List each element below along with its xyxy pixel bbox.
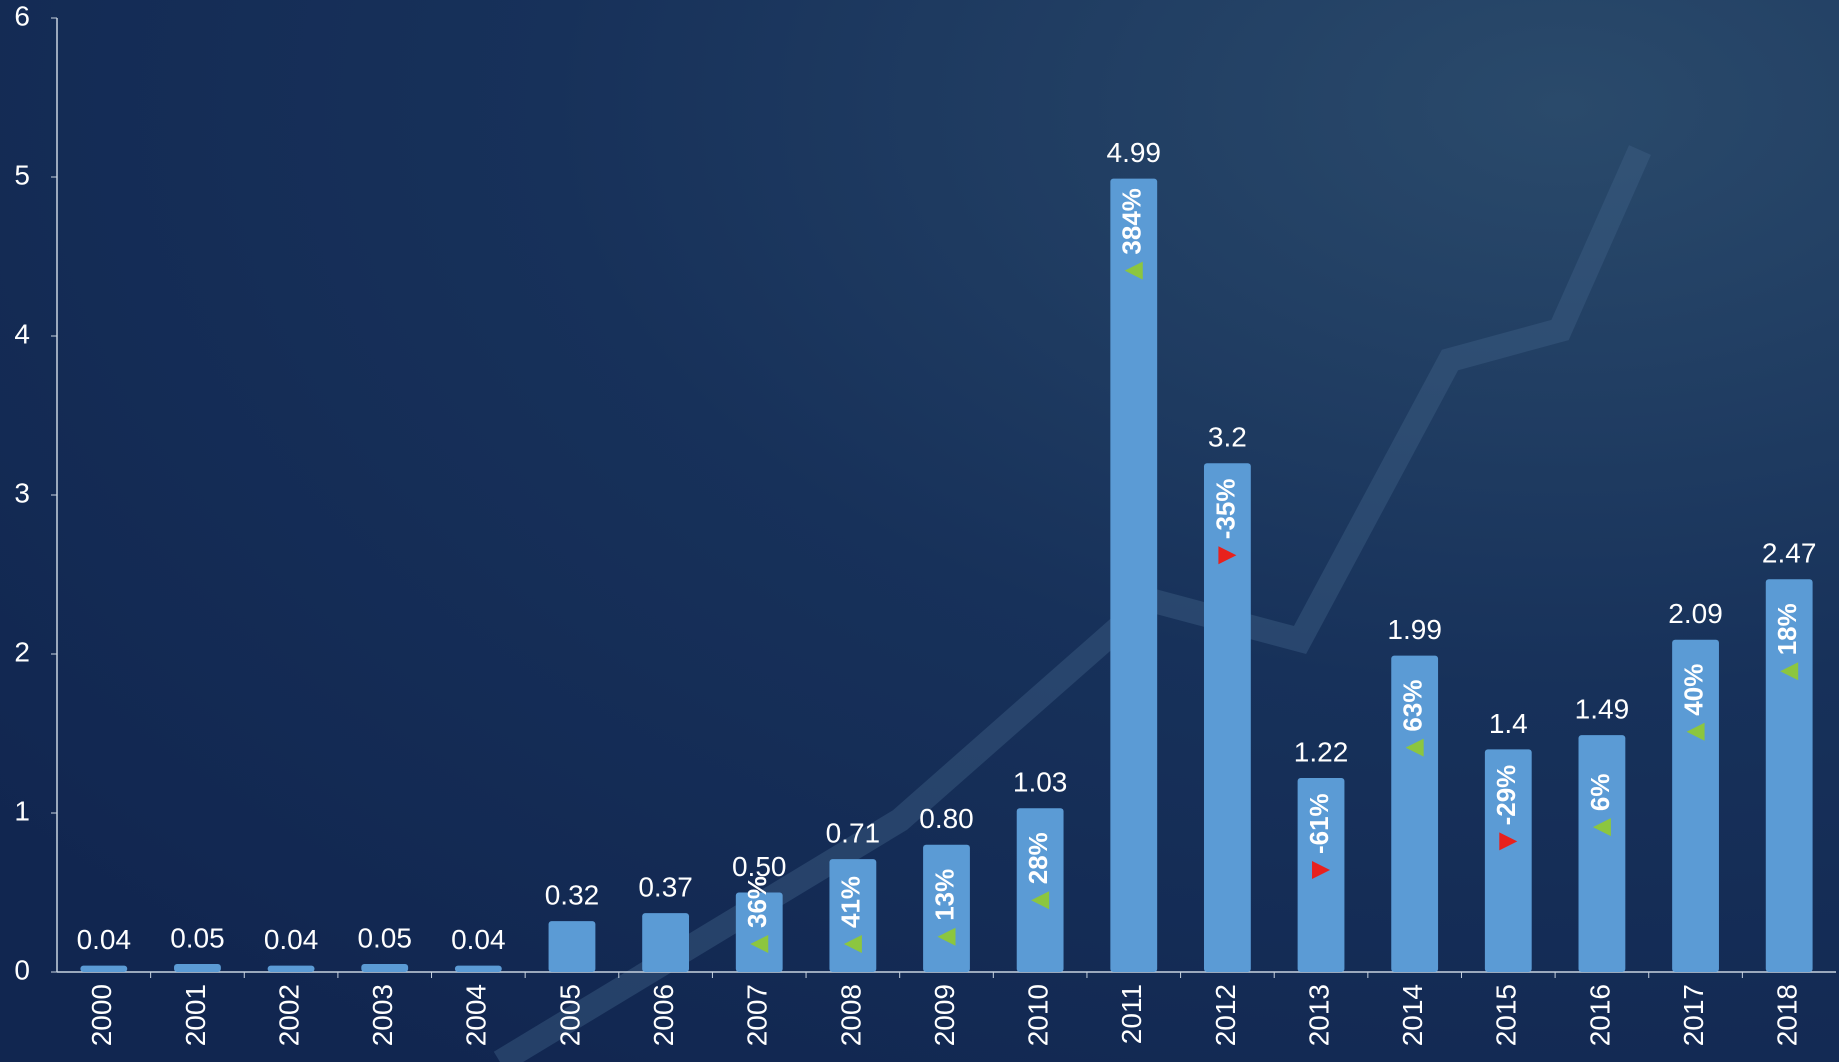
value-label: 1.22 xyxy=(1294,736,1349,767)
up-arrow xyxy=(937,927,956,946)
bar xyxy=(174,964,221,972)
bar xyxy=(361,964,409,972)
value-label: 0.05 xyxy=(170,922,225,953)
value-label: 0.05 xyxy=(357,922,412,953)
x-tick-label: 2009 xyxy=(929,984,960,1046)
bar xyxy=(548,921,596,972)
value-label: 0.04 xyxy=(264,924,319,955)
value-label: 1.99 xyxy=(1387,614,1442,645)
change-label: 63% xyxy=(1398,680,1428,732)
change-label: 40% xyxy=(1678,664,1708,716)
x-tick-label: 2001 xyxy=(180,984,211,1046)
x-tick-label: 2011 xyxy=(1116,984,1147,1044)
change-label: 41% xyxy=(836,876,866,928)
bar xyxy=(454,965,502,972)
change-label: -61% xyxy=(1304,793,1334,854)
x-tick-label: 2014 xyxy=(1397,984,1428,1046)
x-tick-label: 2006 xyxy=(648,984,679,1046)
down-arrow xyxy=(1218,546,1237,565)
down-arrow xyxy=(1499,832,1518,851)
value-label: 4.99 xyxy=(1107,137,1162,168)
x-tick-label: 2008 xyxy=(835,984,866,1046)
x-tick-label: 2012 xyxy=(1210,984,1241,1046)
value-label: 0.32 xyxy=(545,880,600,911)
bar xyxy=(923,844,970,972)
x-tick-label: 2018 xyxy=(1772,984,1803,1046)
value-label: 0.50 xyxy=(732,851,787,882)
x-tick-label: 2007 xyxy=(742,984,773,1046)
value-label: 1.49 xyxy=(1575,693,1630,724)
bar xyxy=(735,892,783,972)
decor-arrow xyxy=(493,145,1651,1062)
value-label: 2.47 xyxy=(1762,538,1817,569)
value-label: 0.71 xyxy=(826,818,881,849)
y-tick-label: 0 xyxy=(14,954,30,985)
y-tick-label: 4 xyxy=(14,318,30,349)
value-label: 0.80 xyxy=(919,803,974,834)
x-tick-label: 2000 xyxy=(86,984,117,1046)
bar xyxy=(267,965,315,972)
change-label: -35% xyxy=(1210,478,1240,539)
bar xyxy=(80,965,128,972)
x-tick-label: 2015 xyxy=(1491,984,1522,1046)
bar xyxy=(1484,749,1532,972)
bar xyxy=(1672,639,1719,972)
change-label: 36% xyxy=(742,876,772,928)
x-tick-label: 2013 xyxy=(1303,984,1334,1046)
value-label: 0.37 xyxy=(638,872,693,903)
value-label: 0.04 xyxy=(451,924,506,955)
y-tick-label: 6 xyxy=(14,0,30,31)
x-tick-label: 2002 xyxy=(273,984,304,1046)
y-tick-label: 2 xyxy=(14,636,30,667)
bar xyxy=(1297,778,1345,972)
value-label: 1.4 xyxy=(1489,708,1528,739)
x-tick-label: 2004 xyxy=(461,984,492,1046)
bar xyxy=(1203,463,1251,972)
x-tick-label: 2017 xyxy=(1678,984,1709,1046)
change-label: 13% xyxy=(929,869,959,921)
up-arrow xyxy=(843,935,862,953)
up-arrow xyxy=(1405,738,1424,757)
x-tick-label: 2003 xyxy=(367,984,398,1046)
down-arrow xyxy=(1312,861,1331,880)
bar xyxy=(1765,579,1813,972)
change-label: 18% xyxy=(1772,603,1802,655)
bar xyxy=(1016,808,1064,972)
up-arrow xyxy=(1124,261,1143,280)
value-label: 1.03 xyxy=(1013,767,1068,798)
bar xyxy=(829,859,877,972)
value-label: 2.09 xyxy=(1668,598,1723,629)
bar xyxy=(1578,735,1626,972)
up-arrow xyxy=(1031,891,1050,910)
value-label: 3.2 xyxy=(1208,422,1247,453)
up-arrow xyxy=(1592,818,1611,837)
x-tick-label: 2016 xyxy=(1584,984,1615,1046)
y-tick-label: 3 xyxy=(14,477,30,508)
up-arrow xyxy=(750,935,769,953)
x-tick-label: 2010 xyxy=(1023,984,1054,1046)
change-label: 384% xyxy=(1117,188,1147,255)
up-arrow xyxy=(1686,722,1705,741)
x-tick-label: 2005 xyxy=(554,984,585,1046)
bar xyxy=(1110,178,1158,973)
change-label: 6% xyxy=(1585,774,1615,812)
bar xyxy=(1391,655,1439,972)
y-tick-label: 1 xyxy=(14,795,30,826)
value-label: 0.04 xyxy=(77,924,132,955)
up-arrow xyxy=(1780,662,1799,681)
y-tick-label: 5 xyxy=(14,159,30,190)
bar xyxy=(642,913,690,972)
change-label: -29% xyxy=(1491,765,1521,826)
change-label: 28% xyxy=(1023,832,1053,884)
